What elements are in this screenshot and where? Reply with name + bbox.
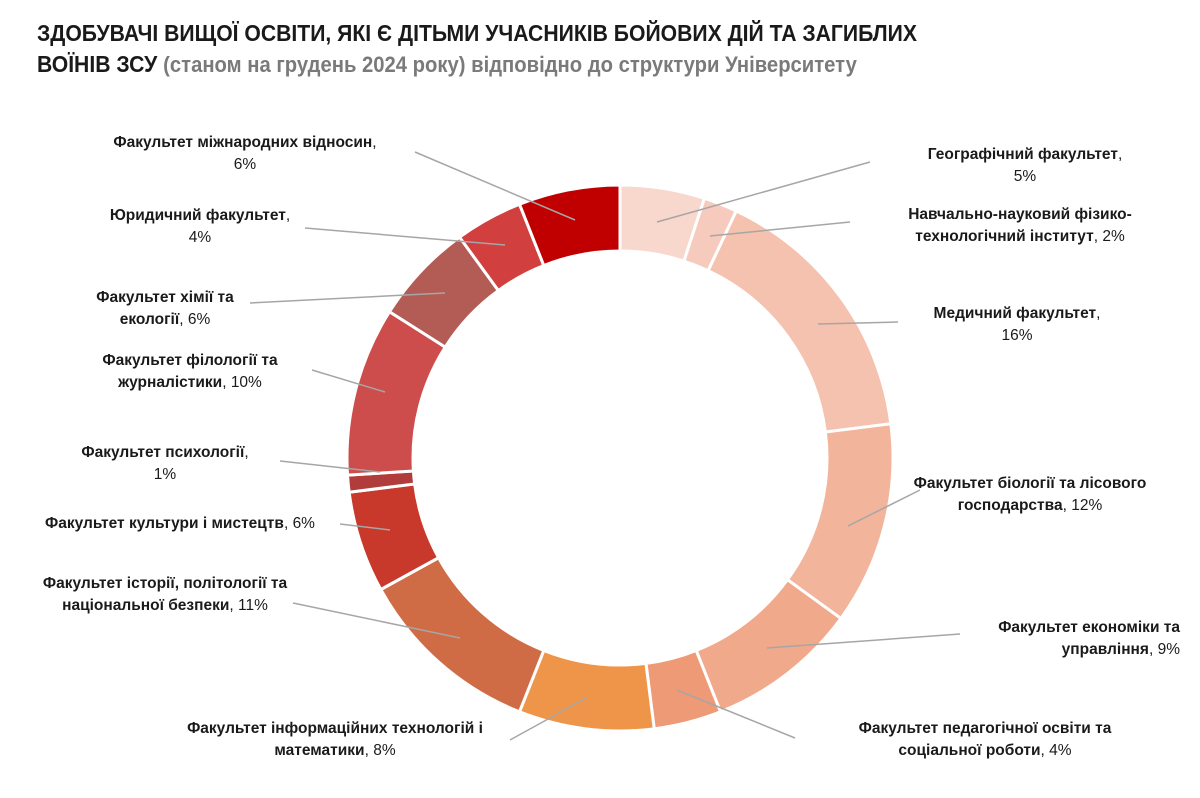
leader-line [304, 227, 506, 246]
data-label: Факультет філології та журналістики, 10% [70, 350, 310, 393]
donut-slice [517, 183, 622, 268]
data-label-name: Факультет культури і мистецтв [45, 515, 284, 532]
data-label: Факультет міжнародних відносин, 6% [75, 132, 415, 175]
leader-line [817, 321, 899, 325]
leader-line [279, 460, 381, 473]
data-label-value: , 4% [1040, 741, 1072, 759]
data-label-name: Факультет економіки та управління [998, 619, 1180, 658]
data-label: Факультет інформаційних технологій і мат… [160, 718, 510, 761]
data-label-name: Факультет філології та журналістики [102, 352, 278, 391]
data-label-name: Факультет педагогічної освіти та соціаль… [858, 720, 1112, 759]
data-label-name: Факультет хімії та екології [96, 289, 234, 328]
data-label-value: , 12% [1062, 496, 1103, 514]
data-label: Факультет історії, політології та націон… [40, 573, 290, 616]
data-label-value: , 9% [1148, 640, 1180, 658]
donut-slice [378, 555, 546, 714]
data-label-value: , 6% [179, 310, 211, 328]
chart-subtitle: (станом на грудень 2024 року) відповідно… [163, 52, 857, 77]
data-label: Медичний факультет, 16% [887, 303, 1147, 346]
data-label: Факультет хімії та екології, 6% [75, 287, 255, 330]
data-label-value: , 6% [233, 134, 377, 173]
data-label-value: , 8% [364, 741, 396, 759]
chart-title-main: ЗДОБУВАЧІ ВИЩОЇ ОСВІТИ, ЯКІ Є ДІТЬМИ УЧА… [37, 20, 917, 77]
donut-slice [785, 422, 895, 621]
data-label-value: , 1% [153, 444, 249, 483]
leader-line [766, 633, 961, 649]
leader-line [311, 369, 386, 393]
data-label-name: Медичний факультет [933, 305, 1097, 322]
data-label: Факультет педагогічної освіти та соціаль… [835, 718, 1135, 761]
leader-line [339, 523, 391, 531]
data-label: Факультет біології та лісового господарс… [910, 473, 1150, 516]
leader-line [709, 221, 851, 237]
data-label-name: Навчально-науковий фізико-технологічний … [908, 206, 1132, 245]
data-label-name: Факультет міжнародних відносин [113, 134, 373, 151]
data-label: Навчально-науковий фізико-технологічний … [870, 204, 1170, 247]
data-label-value: , 2% [1093, 227, 1125, 245]
data-label-name: Факультет психології [81, 444, 245, 461]
data-label-name: Факультет біології та лісового господарс… [913, 475, 1147, 514]
data-label-name: Юридичний факультет [109, 207, 286, 224]
data-label: Факультет економіки та управління, 9% [920, 617, 1180, 660]
leader-line [249, 292, 446, 304]
chart-title: ЗДОБУВАЧІ ВИЩОЇ ОСВІТИ, ЯКІ Є ДІТЬМИ УЧА… [37, 18, 957, 80]
data-label: Географічний факультет, 5% [860, 144, 1190, 187]
leader-line [509, 696, 589, 741]
donut-slice [706, 208, 893, 434]
leader-line [292, 602, 461, 639]
leader-line [847, 489, 921, 527]
data-label-name: Факультет історії, політології та націон… [42, 575, 288, 614]
leader-line [676, 689, 796, 739]
data-label-value: , 5% [1013, 146, 1123, 185]
leader-line [414, 151, 576, 221]
data-label-value: , 10% [222, 373, 262, 391]
leader-line [656, 161, 871, 223]
data-label-value: , 4% [188, 207, 291, 246]
data-label: Юридичний факультет, 4% [70, 205, 330, 248]
data-label: Факультет культури і мистецтв, 6% [0, 513, 360, 535]
data-label: Факультет психології, 1% [35, 442, 295, 485]
data-label-name: Географічний факультет [927, 146, 1118, 163]
data-label-value: , 6% [283, 515, 315, 532]
data-label-value: , 16% [1001, 305, 1101, 344]
data-label-value: , 11% [229, 596, 268, 614]
data-label-name: Факультет інформаційних технологій і мат… [187, 720, 483, 759]
